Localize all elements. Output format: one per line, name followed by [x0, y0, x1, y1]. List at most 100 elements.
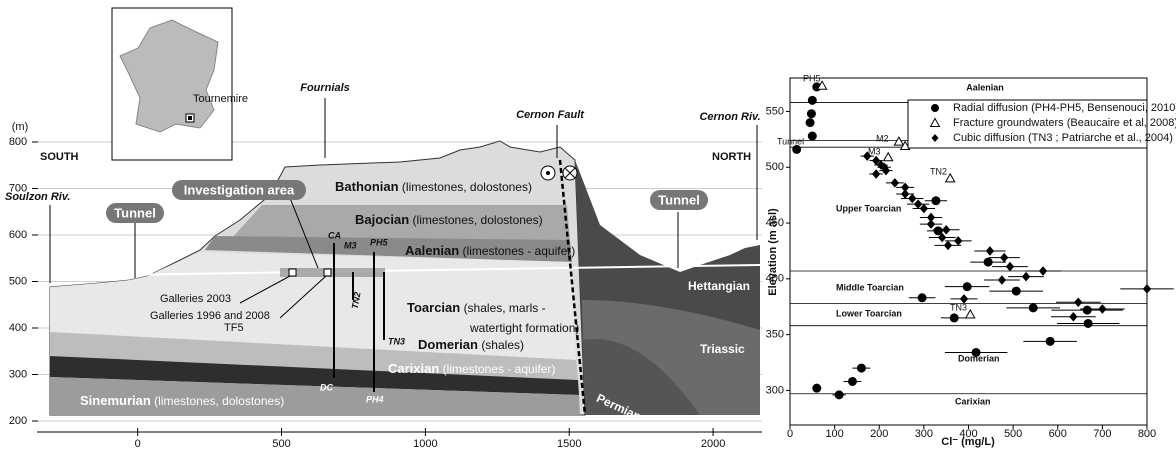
layer-label: Domerian (shales) [418, 337, 524, 352]
point [1084, 319, 1092, 327]
point-label: PH5 [803, 73, 821, 83]
figure: Tournemire (m) Fournials Cernon Fault Ce… [0, 0, 1176, 450]
point-label: M2 [876, 133, 889, 143]
point [793, 145, 801, 153]
point [943, 226, 950, 234]
point [1046, 337, 1054, 345]
y-tick-label: 350 [766, 329, 784, 341]
direction: NORTH [712, 151, 751, 163]
zone-label: Carixian [955, 396, 991, 406]
point [986, 247, 993, 255]
point [902, 190, 909, 198]
zone-label: Lower Toarcian [836, 308, 902, 318]
borehole-label: DC [320, 382, 333, 392]
point [915, 200, 922, 208]
x-tick-label: 200 [870, 428, 888, 440]
point [950, 314, 958, 322]
borehole-label: M3 [344, 240, 357, 250]
point [909, 195, 916, 203]
point [1007, 263, 1014, 271]
x-tick-label: 2000 [701, 438, 725, 450]
point-label: TN2 [930, 166, 947, 176]
point [928, 220, 935, 228]
badge-label: Tunnel [658, 192, 700, 207]
zone-label: Upper Toarcian [836, 203, 901, 213]
y-tick-label: 500 [766, 161, 784, 173]
point [946, 174, 955, 182]
y-tick-label: 550 [766, 105, 784, 117]
layer-label: Toarcian (shales, marls - [407, 300, 546, 315]
layer-label: Hettangian [688, 279, 750, 293]
layer-label: Aalenian (limestones - aquifer) [405, 243, 575, 258]
annotation: Cernon Fault [516, 109, 585, 121]
point [1070, 313, 1077, 321]
legend-label: Radial diffusion (PH4-PH5, Bensenouci, 2… [953, 102, 1176, 114]
layer-label: Carixian (limestones - aquifer) [388, 361, 555, 376]
point [1144, 285, 1151, 293]
borehole-label: PH4 [366, 394, 384, 404]
point-label: TN3 [950, 302, 967, 312]
layer-label: Bathonian (limestones, dolostones) [335, 179, 532, 194]
point [806, 119, 814, 127]
point [848, 377, 856, 385]
y-axis-title: Elevation (m asl) [767, 208, 779, 296]
point [998, 276, 1005, 284]
x-tick-label: 0 [787, 428, 793, 440]
point-label: M3 [868, 146, 881, 156]
x-tick-label: 100 [825, 428, 843, 440]
map-marker [188, 116, 192, 120]
layer-label: Triassic [700, 342, 745, 356]
point [857, 364, 865, 372]
point [955, 237, 962, 245]
annotation: TF5 [224, 322, 244, 334]
annotation: Galleries 1996 and 2008 [150, 310, 270, 322]
point [944, 241, 951, 249]
map-label: Tournemire [193, 93, 248, 105]
point [808, 96, 816, 104]
layer-label: Sinemurian (limestones, dolostones) [80, 393, 284, 408]
gallery-marker [289, 269, 296, 276]
x-tick-label: 300 [915, 428, 933, 440]
gallery-marker [324, 269, 331, 276]
x-tick-label: 1500 [557, 438, 581, 450]
y-tick-label: 300 [9, 368, 27, 380]
layer-label: watertight formation) [469, 321, 579, 335]
x-tick-label: 0 [135, 438, 141, 450]
point [891, 179, 898, 187]
borehole-label: TN3 [388, 336, 405, 346]
point [873, 170, 880, 178]
point [894, 137, 903, 145]
zone-label: Domerian [958, 353, 1000, 363]
y-tick-label: 400 [9, 322, 27, 334]
direction: SOUTH [40, 151, 79, 163]
point [884, 153, 893, 161]
x-tick-label: 800 [1138, 428, 1156, 440]
point [835, 391, 843, 399]
y-tick-label: 200 [9, 415, 27, 427]
point [1029, 304, 1037, 312]
legend-label: Fracture groundwaters (Beaucaire et al, … [953, 117, 1176, 129]
annotation: Cernon Riv. [699, 111, 760, 123]
legend-label: Cubic diffusion (TN3 ; Patriarche et al.… [953, 132, 1173, 144]
fault-symbol [546, 171, 550, 175]
layer-label: Bajocian (limestones, dolostones) [355, 212, 543, 227]
point [920, 205, 927, 213]
point [1083, 306, 1091, 314]
point [934, 227, 942, 235]
y-tick-label: 600 [9, 229, 27, 241]
point [984, 258, 992, 266]
x-tick-label: 600 [1049, 428, 1067, 440]
x-tick-label: 700 [1093, 428, 1111, 440]
point [813, 384, 821, 392]
point [966, 310, 975, 318]
y-tick-label: 800 [9, 136, 27, 148]
zone-label: Middle Toarcian [836, 282, 904, 292]
point-label: Tunnel [777, 136, 804, 146]
legend-marker [931, 104, 939, 112]
point [963, 283, 971, 291]
y-tick-label: 500 [9, 275, 27, 287]
badge-label: Investigation area [184, 182, 295, 197]
x-axis-title: Cl⁻ (mg/L) [941, 436, 995, 448]
y-tick-label: 300 [766, 384, 784, 396]
zone-label: Aalenian [966, 82, 1004, 92]
